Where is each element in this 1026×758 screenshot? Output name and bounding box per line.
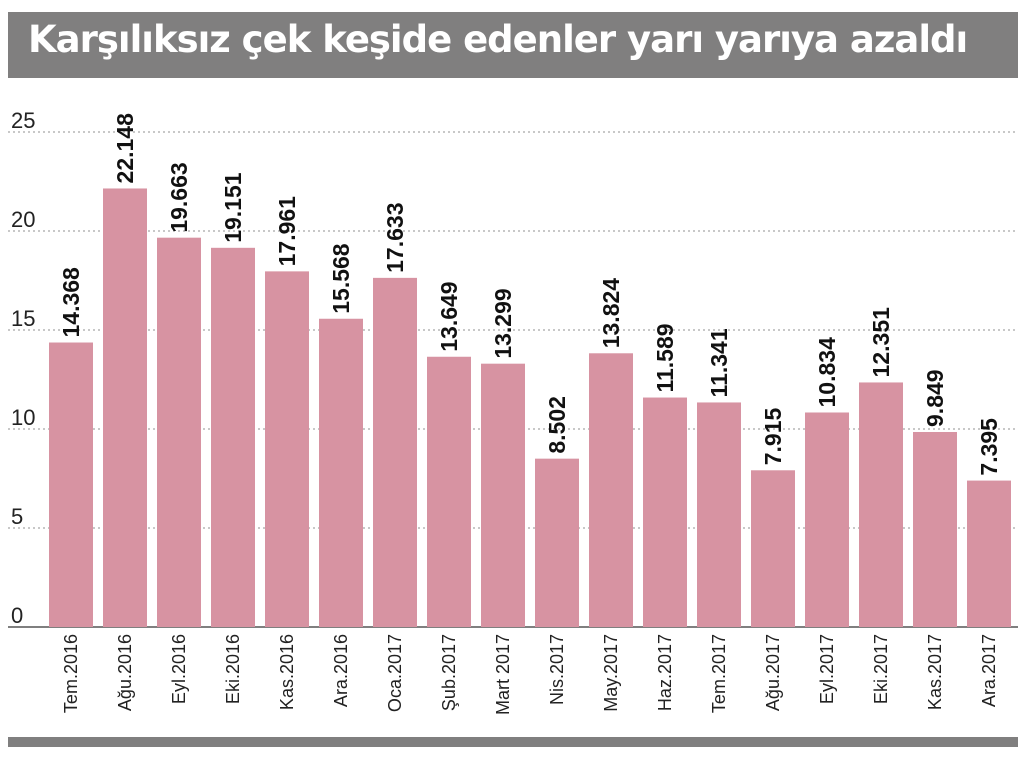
value-label: 17.961 (274, 196, 300, 267)
bar (481, 363, 525, 627)
value-label: 8.502 (544, 396, 570, 454)
value-label: 10.834 (814, 337, 840, 408)
value-label: 19.663 (166, 162, 192, 232)
value-label: 22.148 (112, 113, 138, 184)
bar (697, 402, 741, 627)
chart-title: Karşılıksız çek keşide edenler yarı yarı… (28, 18, 968, 61)
value-label: 11.589 (652, 323, 678, 392)
bar (859, 382, 903, 627)
value-label: 7.395 (976, 418, 1002, 476)
category-label: Ara.2016 (331, 634, 351, 707)
value-label: 9.849 (922, 369, 948, 427)
category-label: Ara.2017 (979, 634, 999, 707)
category-label: Nis.2017 (547, 634, 567, 705)
bar (643, 397, 687, 627)
value-label: 12.351 (868, 307, 894, 378)
category-label: Eki.2017 (871, 634, 891, 704)
bar (427, 356, 471, 627)
bar (211, 247, 255, 628)
bar (967, 480, 1011, 627)
value-label: 13.649 (436, 281, 462, 351)
bar (103, 188, 147, 627)
category-label: Haz.2017 (655, 634, 675, 711)
value-label: 13.824 (598, 278, 624, 349)
value-label: 7.915 (760, 408, 786, 466)
category-label: Kas.2016 (277, 634, 297, 710)
value-label: 17.633 (382, 203, 408, 273)
value-label: 19.151 (220, 172, 246, 243)
category-label: Şub.2017 (439, 634, 459, 711)
category-label: Kas.2017 (925, 634, 945, 710)
bar (805, 412, 849, 627)
y-tick-label: 5 (11, 504, 23, 529)
category-label: Eyl.2017 (817, 634, 837, 704)
bar (157, 237, 201, 627)
bar (265, 271, 309, 627)
bar (913, 431, 957, 627)
value-label: 14.368 (58, 267, 84, 338)
bar (319, 318, 363, 627)
y-tick-label: 0 (11, 603, 23, 628)
bar (589, 353, 633, 627)
category-label: Oca.2017 (385, 634, 405, 712)
bottom-bar (8, 737, 1018, 747)
category-label: Ağu.2017 (763, 634, 783, 711)
category-label: Eyl.2016 (169, 634, 189, 704)
title-bar: Karşılıksız çek keşide edenler yarı yarı… (8, 12, 1018, 78)
bar (751, 470, 795, 627)
y-tick-label: 10 (11, 405, 35, 430)
category-label: Tem.2017 (709, 634, 729, 713)
value-label: 13.299 (490, 288, 516, 358)
category-label: Eki.2016 (223, 634, 243, 704)
y-tick-label: 15 (11, 306, 35, 331)
category-label: Mart 2017 (493, 634, 513, 715)
value-label: 15.568 (328, 243, 354, 314)
bar (49, 342, 93, 627)
y-tick-label: 20 (11, 207, 35, 232)
category-label: Tem.2016 (61, 634, 81, 713)
category-label: May.2017 (601, 634, 621, 712)
y-tick-label: 25 (11, 108, 35, 133)
category-label: Ağu.2016 (115, 634, 135, 711)
bar (535, 458, 579, 627)
bar (373, 277, 417, 627)
value-label: 11.341 (706, 328, 732, 397)
